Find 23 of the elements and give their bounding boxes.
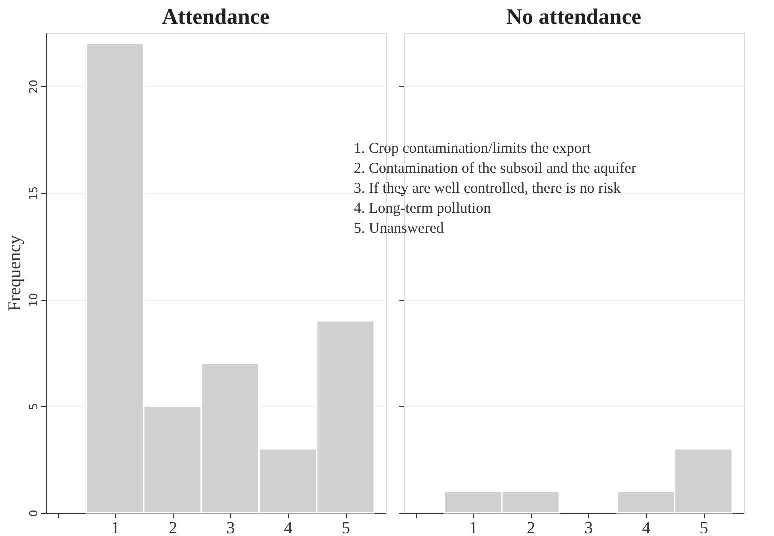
x-tick-label: 4	[642, 518, 652, 536]
x-tick-label: 2	[169, 518, 178, 536]
annotation: 5. Unanswered	[354, 221, 444, 237]
annotation: 4. Long-term pollution	[354, 201, 492, 217]
x-tick-label: 2	[527, 518, 536, 536]
x-tick-label: 5	[700, 518, 708, 536]
x-tick-label: 1	[111, 518, 120, 536]
y-tick-label: 20	[28, 80, 40, 94]
x-tick-label: 3	[584, 518, 594, 536]
y-tick-label: 0	[28, 510, 40, 517]
x-tick-label: 5	[342, 518, 350, 536]
y-tick-label: 10	[28, 293, 40, 308]
x-tick-label: 4	[284, 518, 294, 536]
chart-title: Attendance	[162, 4, 270, 29]
y-axis-title: Frequency	[4, 236, 24, 312]
y-tick-label: 15	[28, 186, 40, 200]
annotation: 3. If they are well controlled, there is no risk	[354, 181, 622, 197]
x-tick-label: 3	[226, 518, 236, 536]
x-tick-label: 1	[469, 518, 478, 536]
annotation: 2. Contamination of the subsoil and the aquifer	[354, 161, 636, 177]
annotation: 1. Crop contamination/limits the export	[354, 141, 592, 157]
chart-title: No attendance	[506, 4, 642, 29]
y-tick-label: 5	[28, 403, 40, 410]
